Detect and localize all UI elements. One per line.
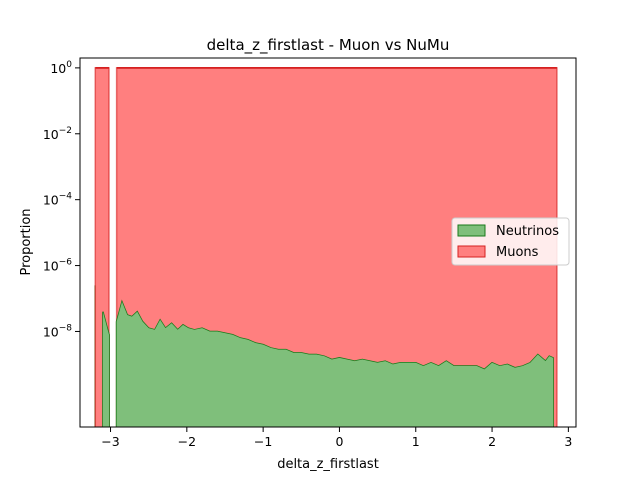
x-tick-label: −1 — [254, 434, 272, 449]
neutrinos-area-overlay — [116, 301, 554, 427]
legend-swatch-muons — [457, 245, 486, 258]
y-tick-label: 10−4 — [43, 192, 72, 208]
x-tick-label: −3 — [101, 434, 119, 449]
legend-label-neutrinos: Neutrinos — [496, 224, 559, 239]
x-tick-label: 1 — [412, 434, 420, 449]
chart-title: delta_z_firstlast - Muon vs NuMu — [207, 36, 450, 55]
x-tick-label: 0 — [335, 434, 343, 449]
plot-area — [94, 66, 558, 428]
y-tick-label: 100 — [50, 60, 72, 76]
x-tick-label: −2 — [178, 434, 196, 449]
x-axis-label: delta_z_firstlast — [277, 457, 379, 472]
legend: Neutrinos Muons — [451, 217, 570, 266]
x-tick-label: 2 — [488, 434, 496, 449]
legend-label-muons: Muons — [496, 245, 539, 260]
y-axis-label: Proportion — [19, 208, 34, 275]
legend-swatch-neutrinos — [457, 224, 486, 237]
y-axis: 100 10−2 10−4 10−6 10−8 — [43, 60, 80, 339]
y-tick-label: 10−2 — [43, 126, 72, 142]
neutrinos-area-overlay — [102, 311, 109, 427]
y-tick-label: 10−8 — [43, 323, 72, 339]
axes-frame — [79, 57, 577, 428]
y-tick-label: 10−6 — [43, 258, 72, 274]
x-tick-label: 3 — [564, 434, 572, 449]
x-axis: −3 −2 −1 0 1 2 3 — [101, 427, 572, 449]
